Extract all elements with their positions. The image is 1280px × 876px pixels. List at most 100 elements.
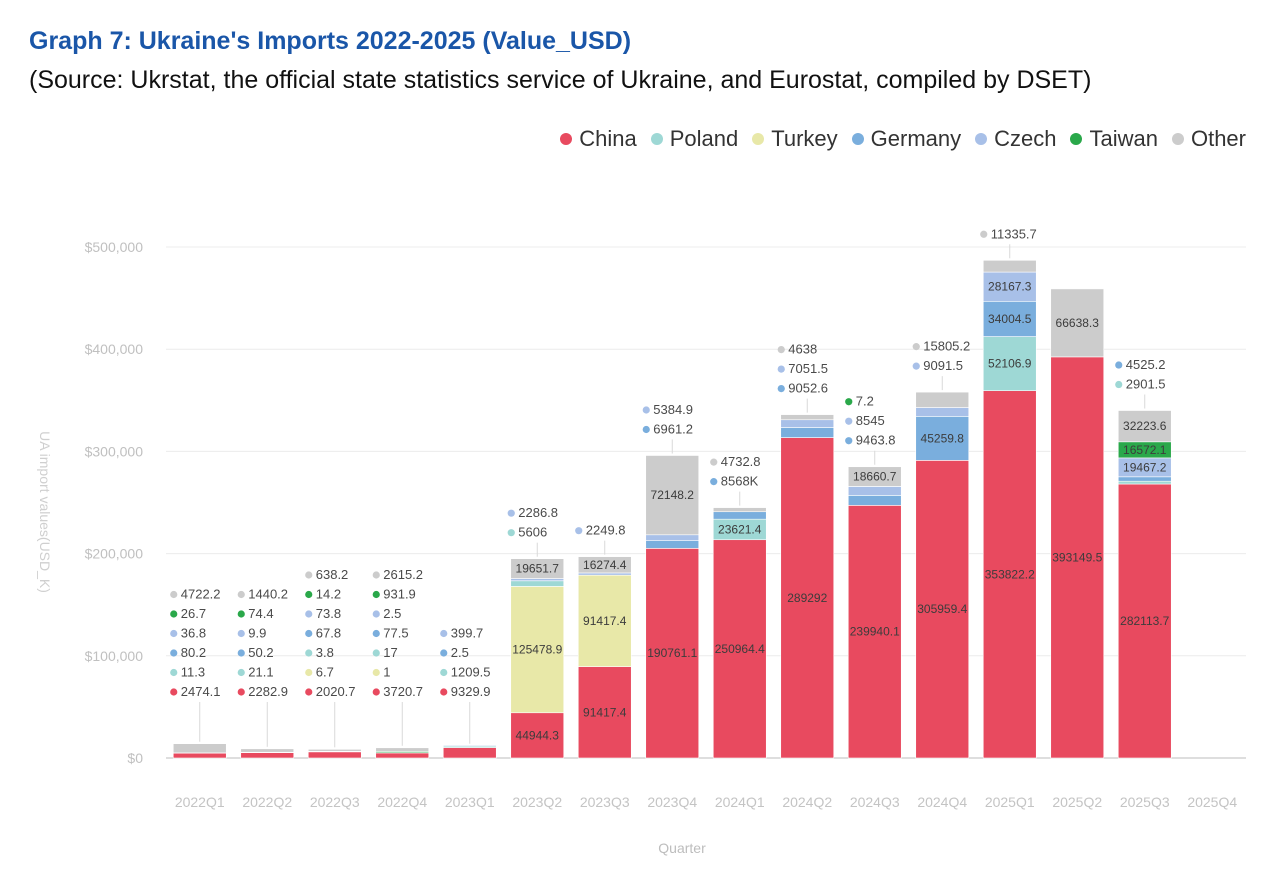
x-tick-label: 2025Q4 xyxy=(1187,794,1237,810)
callout-label: 15805.2 xyxy=(923,339,970,354)
bar-segment-czech xyxy=(780,419,835,428)
data-label: 23621.4 xyxy=(718,522,762,536)
bar-segment-czech xyxy=(982,271,1037,302)
callout-dot xyxy=(912,362,920,370)
callout-dot xyxy=(440,629,448,638)
callout-dot xyxy=(237,590,245,599)
legend-dot xyxy=(752,133,765,145)
callout-label: 9463.8 xyxy=(856,433,896,448)
callout-label: 73.8 xyxy=(316,606,341,621)
legend-dot xyxy=(975,133,988,145)
callout-dot xyxy=(305,629,313,638)
callout-dot xyxy=(372,649,380,657)
callout-label: 931.9 xyxy=(383,587,416,602)
legend-item-germany[interactable]: Germany xyxy=(851,126,961,152)
bar-segment-china xyxy=(577,666,632,759)
legend-item-other[interactable]: Other xyxy=(1171,126,1246,152)
bar-segment-germany xyxy=(645,540,700,549)
x-tick-label: 2025Q2 xyxy=(1052,794,1102,810)
callout-label: 1209.5 xyxy=(451,665,491,680)
callout-label: 5606 xyxy=(518,525,547,540)
callout-dot xyxy=(170,668,178,677)
callout-label: 6.7 xyxy=(316,665,334,680)
bar-segment-other xyxy=(847,466,902,487)
callout-dot xyxy=(777,365,785,373)
callout-label: 26.7 xyxy=(181,606,206,621)
legend-item-czech[interactable]: Czech xyxy=(975,126,1056,152)
callout-dot xyxy=(777,346,785,354)
bar-segment-germany xyxy=(780,427,835,438)
callout-dot xyxy=(372,590,380,599)
legend-label: Taiwan xyxy=(1089,126,1158,151)
legend-item-poland[interactable]: Poland xyxy=(650,126,738,152)
legend-dot xyxy=(1070,133,1083,145)
bar-segment-germany xyxy=(915,416,970,461)
bar-segment-czech xyxy=(510,578,565,582)
legend-item-china[interactable]: China xyxy=(560,126,637,152)
bar-segment-poland xyxy=(510,580,565,587)
legend-label: Turkey xyxy=(771,126,838,151)
callout-dot xyxy=(237,629,245,638)
callout-label: 14.2 xyxy=(316,587,341,602)
data-label: 91417.4 xyxy=(583,614,627,628)
callout-label: 11335.7 xyxy=(991,226,1037,241)
legend-label: Czech xyxy=(994,126,1057,151)
callout-dot xyxy=(1115,361,1123,369)
legend-label: Other xyxy=(1190,126,1246,151)
x-tick-label: 2023Q3 xyxy=(580,794,630,810)
bar-segment-turkey xyxy=(510,586,565,714)
bar-segment-other xyxy=(780,414,835,421)
callout-label: 638.2 xyxy=(316,567,349,582)
callout-dot xyxy=(305,668,313,677)
callout-label: 9091.5 xyxy=(923,358,963,373)
bar-segment-germany xyxy=(982,300,1037,337)
callout-label: 17 xyxy=(383,645,397,660)
legend-item-taiwan[interactable]: Taiwan xyxy=(1070,126,1158,152)
callout-label: 50.2 xyxy=(248,645,273,660)
callout-label: 6961.2 xyxy=(653,421,693,436)
bar-segment-china xyxy=(780,437,835,759)
callout-dot xyxy=(642,425,650,434)
data-label: 34004.5 xyxy=(988,312,1032,326)
callout-dot xyxy=(305,590,313,599)
callout-dot xyxy=(237,668,245,677)
data-label: 353822.2 xyxy=(985,567,1035,581)
callout-dot xyxy=(372,668,380,677)
bar-segment-other xyxy=(577,556,632,574)
bar-segment-germany xyxy=(847,495,902,506)
x-tick-label: 2024Q4 xyxy=(917,794,967,810)
callout-dot xyxy=(237,649,245,657)
x-tick-label: 2025Q1 xyxy=(985,794,1035,810)
data-label: 125478.9 xyxy=(512,643,562,657)
x-tick-label: 2022Q2 xyxy=(242,794,292,810)
x-tick-label: 2024Q1 xyxy=(715,794,765,810)
bar-segment-czech xyxy=(847,486,902,496)
bar-segment-other xyxy=(915,391,970,408)
callout-label: 3.8 xyxy=(316,645,334,660)
callout-dot xyxy=(305,688,313,696)
callout-dot xyxy=(305,610,313,618)
bar-segment-china xyxy=(172,752,227,759)
legend-label: China xyxy=(579,126,637,151)
y-tick-label: $100,000 xyxy=(85,648,144,664)
bar-segment-china xyxy=(1050,356,1105,759)
callout-dot xyxy=(507,509,515,517)
data-label: 289292 xyxy=(787,591,827,605)
callout-dot xyxy=(305,649,313,657)
legend-dot xyxy=(851,133,864,145)
bar-segment-czech xyxy=(577,572,632,576)
bar-segment-china xyxy=(712,539,767,759)
data-label: 239940.1 xyxy=(850,625,900,639)
legend-item-turkey[interactable]: Turkey xyxy=(752,126,838,152)
bar-segment-other xyxy=(375,747,430,752)
callout-label: 2286.8 xyxy=(518,505,558,520)
data-label: 16572.1 xyxy=(1123,443,1167,457)
callout-label: 36.8 xyxy=(181,626,206,641)
data-label: 16274.4 xyxy=(583,558,627,572)
callout-label: 21.1 xyxy=(248,665,273,680)
callout-dot xyxy=(1115,380,1123,389)
y-tick-label: $200,000 xyxy=(85,546,144,562)
callout-dot xyxy=(170,590,178,599)
data-label: 44944.3 xyxy=(516,728,560,742)
callout-dot xyxy=(710,478,718,486)
